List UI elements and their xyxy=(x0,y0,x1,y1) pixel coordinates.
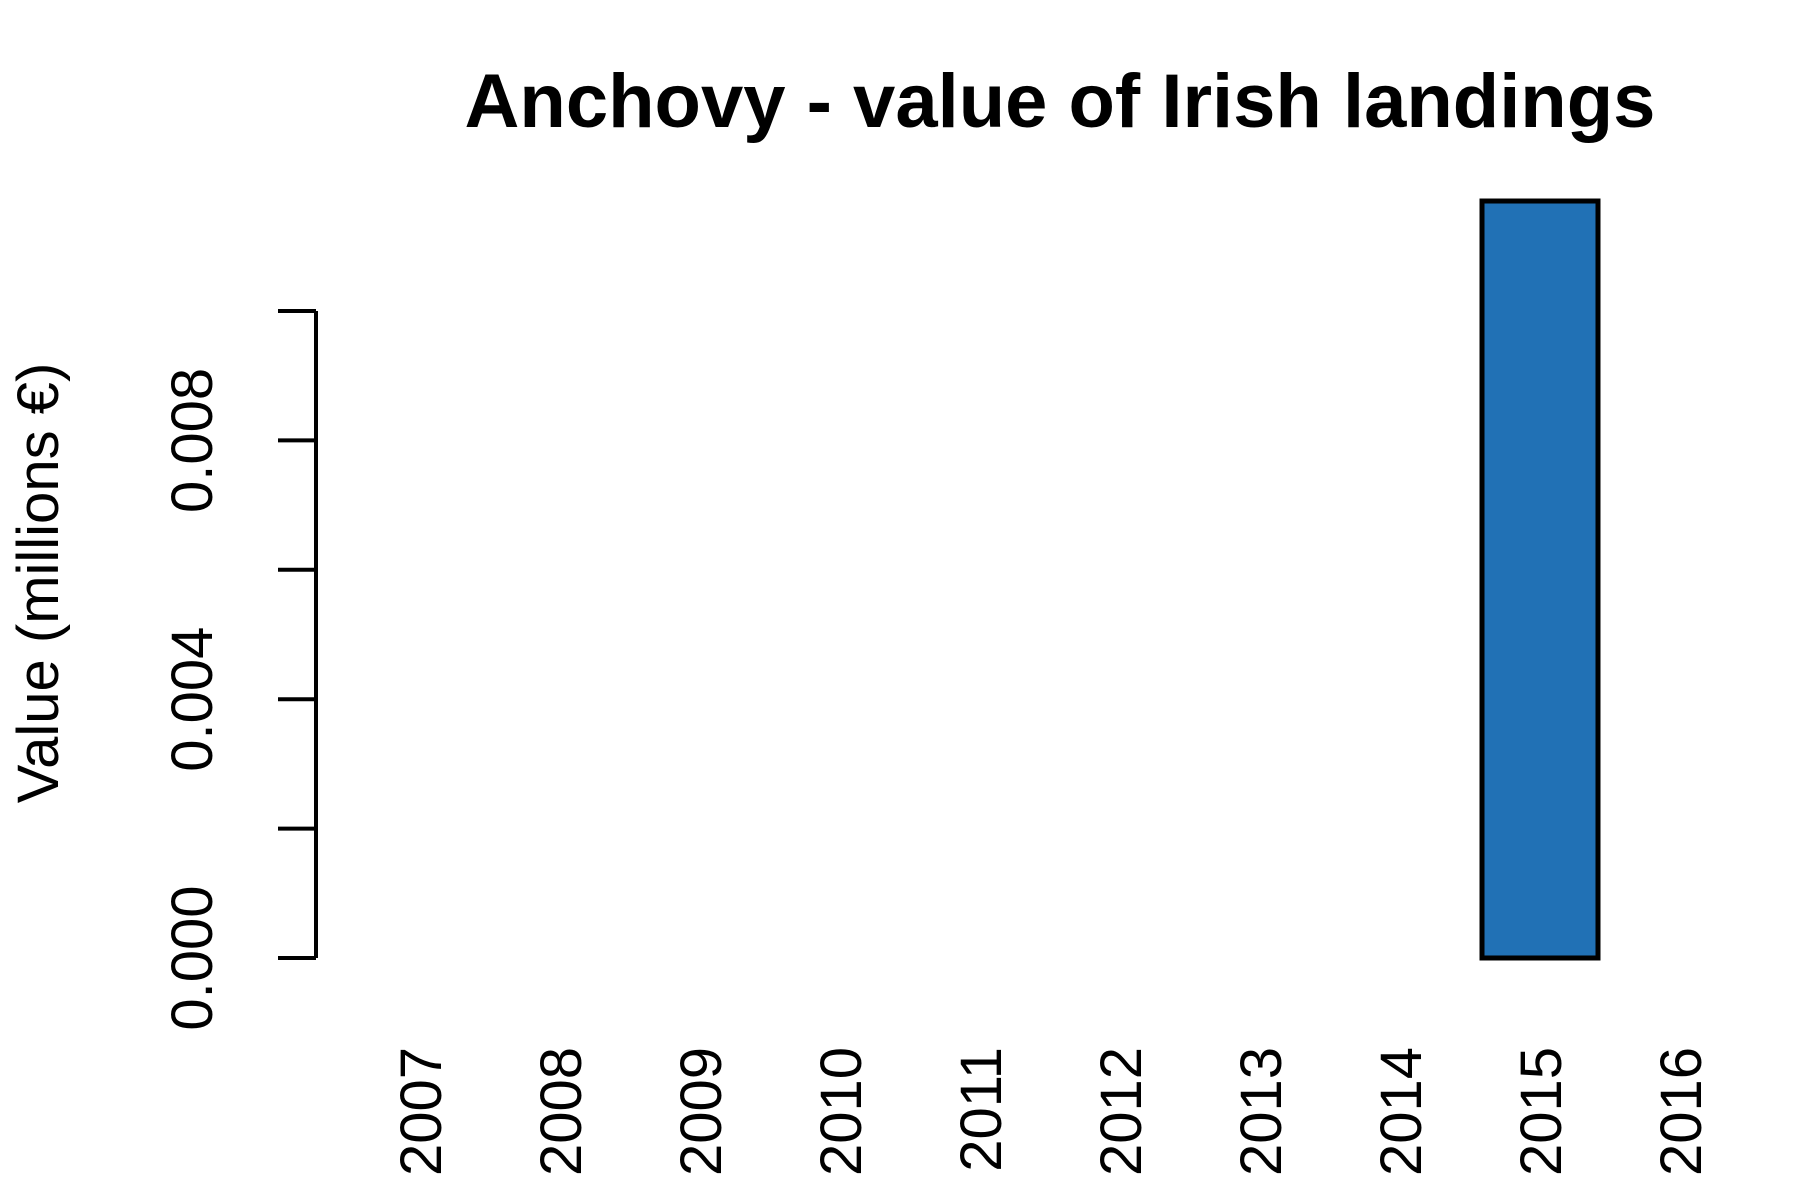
x-tick-label: 2014 xyxy=(1369,1047,1434,1176)
y-axis-label: Value (millions €) xyxy=(6,363,71,804)
x-tick-label: 2013 xyxy=(1229,1047,1294,1176)
x-tick-label: 2008 xyxy=(529,1047,594,1176)
y-axis: 0.000 0.004 0.008 xyxy=(160,309,318,1031)
x-tick-label: 2012 xyxy=(1089,1047,1154,1176)
x-axis-labels: 2007 2008 2009 2010 2011 2012 2013 2014 2015 2016 xyxy=(389,1047,1714,1176)
y-tick-label: 0.008 xyxy=(160,368,225,513)
x-tick-label: 2016 xyxy=(1649,1047,1714,1176)
x-tick-label: 2009 xyxy=(669,1047,734,1176)
bar-2015 xyxy=(1479,198,1601,961)
x-tick-label: 2007 xyxy=(389,1047,454,1176)
bars-group xyxy=(1479,198,1601,961)
x-tick-label: 2015 xyxy=(1509,1047,1574,1176)
x-tick-label: 2011 xyxy=(949,1047,1014,1172)
y-tick-label: 0.000 xyxy=(160,885,225,1030)
chart-title: Anchovy - value of Irish landings xyxy=(465,59,1656,144)
x-tick-label: 2010 xyxy=(809,1047,874,1176)
y-tick-label: 0.004 xyxy=(160,627,225,772)
